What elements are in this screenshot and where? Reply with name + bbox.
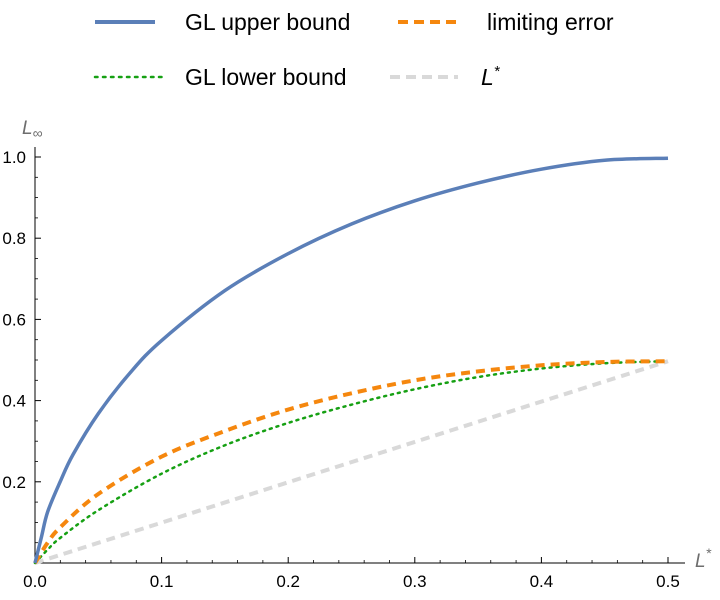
y-tick-label: 1.0 bbox=[2, 148, 26, 167]
x-tick-label: 0.5 bbox=[656, 572, 680, 591]
legend-item-gl-lower-bound: GL lower bound bbox=[93, 64, 347, 90]
y-axis-title: L∞ bbox=[22, 118, 43, 141]
legend-item-limiting-error: limiting error bbox=[398, 9, 614, 35]
legend-label-gl-upper-bound: GL upper bound bbox=[185, 9, 350, 35]
series-layer bbox=[33, 156, 670, 565]
x-axis-title: L* bbox=[695, 545, 712, 572]
y-tick-label: 0.4 bbox=[2, 392, 26, 411]
series-line-gl-lower-bound bbox=[33, 359, 670, 565]
x-tick-label: 0.4 bbox=[530, 572, 554, 591]
legend-item-l-star: L* bbox=[390, 63, 501, 90]
y-tick-label: 0.8 bbox=[2, 229, 26, 248]
y-tick-label: 0.2 bbox=[2, 473, 26, 492]
x-tick-label: 0.2 bbox=[276, 572, 300, 591]
x-tick-label: 0.0 bbox=[23, 572, 47, 591]
x-axis-title-sup: * bbox=[706, 545, 712, 561]
x-axis-title-main: L bbox=[695, 551, 706, 572]
y-axis-title-sub: ∞ bbox=[33, 125, 43, 141]
x-tick-label: 0.1 bbox=[150, 572, 174, 591]
legend-label-gl-lower-bound: GL lower bound bbox=[185, 64, 347, 90]
series-line-gl-upper-bound bbox=[33, 156, 669, 564]
legend-label-l-star: L* bbox=[481, 63, 501, 90]
x-tick-label: 0.3 bbox=[403, 572, 427, 591]
legend-label-limiting-error: limiting error bbox=[487, 9, 614, 35]
legend-label-l-star-sup: * bbox=[494, 63, 501, 80]
legend-item-gl-upper-bound: GL upper bound bbox=[95, 9, 350, 35]
legend: GL upper bound limiting error GL lower b… bbox=[93, 9, 614, 90]
series-line-l-star bbox=[34, 359, 669, 565]
y-axis-title-main: L bbox=[22, 118, 33, 139]
axes: 0.0 0.1 0.2 0.3 0.4 0.5 0.2 0.4 0.6 0.8 1.0 bbox=[2, 147, 685, 591]
series-line-limiting-error bbox=[33, 359, 669, 565]
x-ticks: 0.0 0.1 0.2 0.3 0.4 0.5 bbox=[23, 557, 680, 591]
y-ticks: 0.2 0.4 0.6 0.8 1.0 bbox=[2, 148, 41, 544]
legend-label-l-star-main: L bbox=[481, 64, 494, 90]
y-tick-label: 0.6 bbox=[2, 310, 26, 329]
